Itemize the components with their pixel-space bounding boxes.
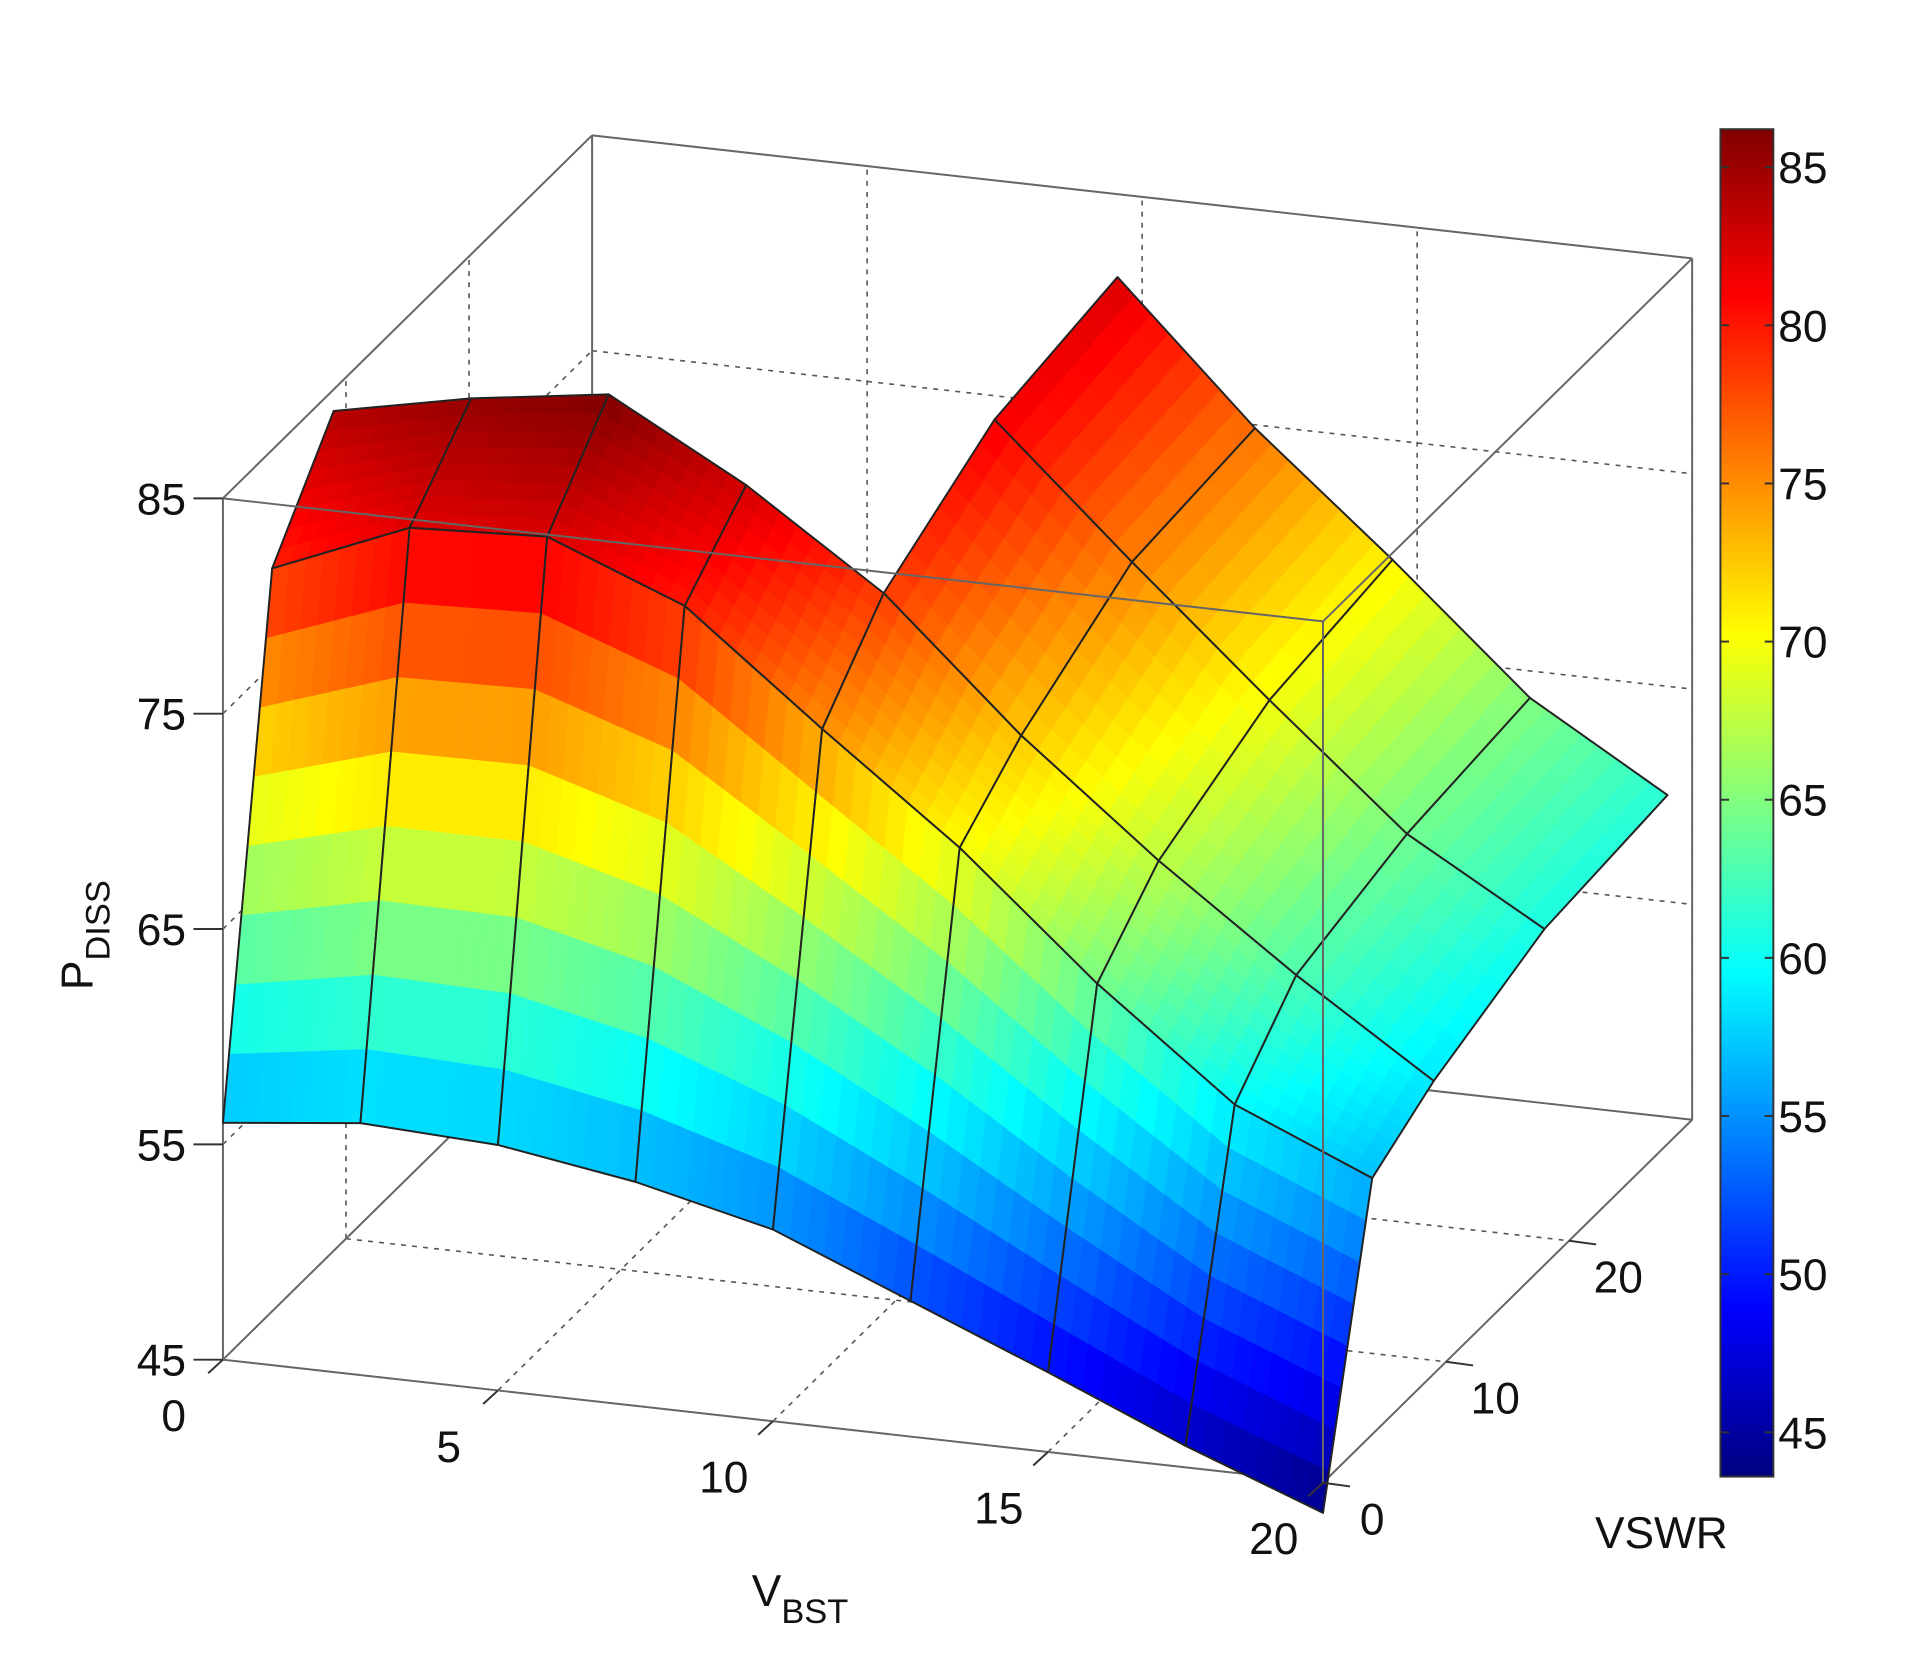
colorbar-tick-label: 80 [1778,302,1827,351]
x-tick-label: 15 [974,1484,1023,1533]
x-axis-label-sub: BST [781,1593,848,1631]
axes-box-edge [222,134,593,500]
x-axis-label-main: V [752,1567,782,1616]
y-tick-label: 10 [1471,1374,1520,1423]
axes-box-edge [591,134,1693,260]
x-tick [757,1420,774,1436]
colorbar-gradient [1719,128,1775,1478]
colorbar-tick-label: 45 [1778,1409,1827,1458]
grid-line [591,349,1693,475]
y-tick-label: 20 [1594,1253,1643,1302]
y-tick-label: 0 [1360,1495,1385,1544]
surface [221,276,1669,1514]
colorbar: 45 50 55 60 65 70 75 80 85 [1719,128,1828,1478]
z-tick-label: 85 [137,475,186,524]
z-axis-label-main: P [54,961,103,991]
axes-box-edge [1322,257,1693,623]
grid-line [591,565,1693,690]
x-tick-label: 10 [699,1454,748,1503]
x-tick-label: 0 [161,1392,186,1441]
axes-front: 45 55 65 75 85 0 5 10 15 20 0 10 20 [137,257,1693,1564]
colorbar-tick-label: 50 [1778,1251,1827,1300]
z-tick-label: 55 [137,1121,186,1170]
colorbar-tick-label: 85 [1778,144,1827,193]
y-tick [1322,1481,1351,1488]
z-tick-label: 45 [137,1337,186,1386]
axes-box-edge [1322,1119,1693,1484]
x-tick-label: 5 [436,1423,461,1472]
z-axis-label-sub: DISS [80,880,118,960]
y-axis-label: VSWR [1595,1509,1728,1558]
surface-patch [1184,1103,1374,1514]
colorbar-tick-label: 65 [1778,777,1827,826]
x-tick [1307,1482,1324,1497]
x-axis-label: VBST [752,1567,849,1631]
z-tick-label: 75 [137,691,186,740]
z-tick-label: 65 [137,906,186,955]
axes-box-edge [222,497,1324,623]
colorbar-tick-label: 60 [1778,935,1827,984]
x-tick [482,1389,499,1405]
x-tick-label: 20 [1249,1515,1298,1564]
grid-line [497,1026,868,1392]
x-tick [1032,1451,1049,1467]
z-axis-label: PDISS [54,880,118,990]
y-tick [1568,1239,1597,1246]
grid-line [468,1116,1570,1242]
x-tick [207,1358,224,1374]
colorbar-tick-label: 75 [1778,460,1827,509]
colorbar-tick-label: 70 [1778,619,1827,668]
colorbar-tick-label: 55 [1778,1093,1827,1142]
y-tick [1445,1360,1474,1367]
